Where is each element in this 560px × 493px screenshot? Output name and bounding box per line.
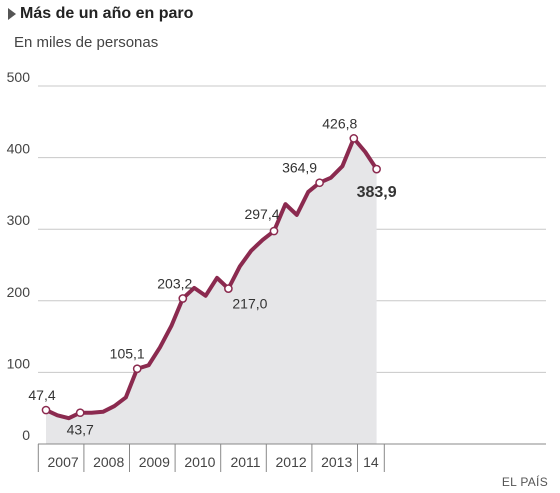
data-label: 203,2 [157, 276, 192, 292]
data-point-marker [372, 164, 381, 174]
data-label: 47,4 [28, 387, 55, 403]
chart-subtitle: En miles de personas [14, 34, 159, 51]
data-label: 297,4 [244, 206, 279, 222]
chart-title: Más de un año en paro [20, 5, 194, 22]
x-tick-label: 2008 [93, 454, 124, 470]
source-credit: EL PAÍS [501, 475, 548, 489]
y-tick-label: 0 [22, 427, 30, 443]
data-label: 43,7 [67, 422, 94, 438]
y-tick-label: 200 [7, 284, 31, 300]
data-label: 105,1 [110, 346, 145, 362]
x-tick-label: 2013 [321, 454, 352, 470]
data-label: 364,9 [282, 160, 317, 176]
y-tick-label: 300 [7, 212, 31, 228]
data-label: 383,9 [357, 184, 397, 201]
y-tick-label: 100 [7, 355, 31, 371]
data-point-marker [349, 134, 359, 143]
x-tick-label: 2012 [276, 454, 307, 470]
x-tick-label: 14 [363, 454, 379, 470]
x-tick-label: 2010 [184, 454, 215, 470]
triangle-bullet-icon [8, 8, 16, 20]
x-tick-label: 2007 [48, 454, 79, 470]
data-point-marker [269, 226, 279, 236]
x-tick-label: 2011 [230, 454, 260, 470]
y-tick-label: 500 [7, 69, 31, 85]
area-fill [46, 138, 377, 444]
data-point-marker [75, 408, 85, 418]
x-tick-label: 2009 [139, 454, 170, 470]
chart-header: Más de un año en paro [8, 5, 193, 23]
data-point-marker [41, 405, 51, 415]
data-label: 217,0 [232, 296, 267, 312]
data-point-marker [178, 294, 188, 303]
data-point-marker [132, 364, 142, 374]
data-point-marker [224, 284, 233, 293]
y-tick-label: 400 [7, 141, 31, 157]
data-point-marker [315, 178, 324, 188]
data-label: 426,8 [322, 115, 357, 131]
